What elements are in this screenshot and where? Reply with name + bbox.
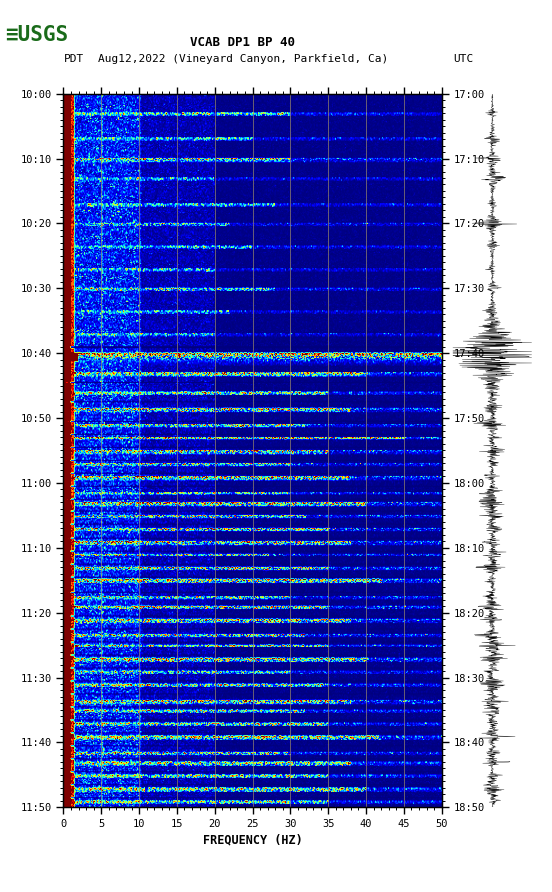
Text: PDT: PDT bbox=[63, 54, 84, 64]
Text: ≡USGS: ≡USGS bbox=[6, 25, 68, 45]
Text: Aug12,2022 (Vineyard Canyon, Parkfield, Ca): Aug12,2022 (Vineyard Canyon, Parkfield, … bbox=[98, 54, 388, 64]
X-axis label: FREQUENCY (HZ): FREQUENCY (HZ) bbox=[203, 833, 302, 847]
Text: VCAB DP1 BP 40: VCAB DP1 BP 40 bbox=[190, 37, 295, 49]
Text: UTC: UTC bbox=[454, 54, 474, 64]
